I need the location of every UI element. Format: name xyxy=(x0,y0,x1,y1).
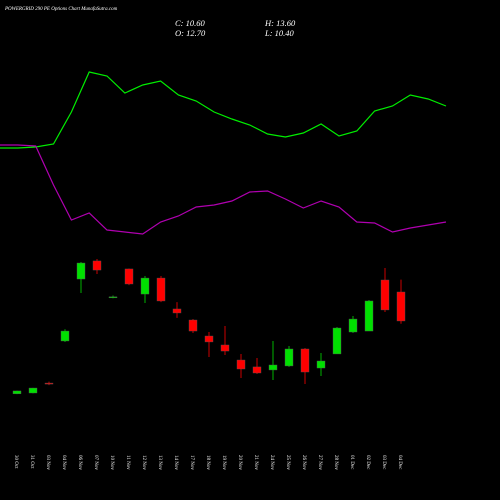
x-tick-label: 12 Nov xyxy=(141,455,146,470)
candle-body xyxy=(364,300,374,332)
candle-body xyxy=(44,382,54,385)
x-tick-label: 31 Oct xyxy=(29,455,34,469)
ohlc-low: L: 10.40 xyxy=(264,28,295,38)
candle-body xyxy=(92,260,102,271)
indicator-line xyxy=(0,71,447,149)
x-tick-label: 03 Dec xyxy=(381,455,386,470)
candle-body xyxy=(252,366,262,374)
x-tick-label: 02 Dec xyxy=(365,455,370,470)
candle-body xyxy=(396,291,406,322)
x-tick-label: 18 Nov xyxy=(205,455,210,470)
x-tick-label: 11 Nov xyxy=(125,455,130,470)
candle-body xyxy=(76,262,86,280)
candle-body xyxy=(60,330,70,342)
x-tick-label: 24 Nov xyxy=(269,455,274,470)
x-tick-label: 21 Nov xyxy=(253,455,258,470)
ohlc-open: O: 12.70 xyxy=(175,28,206,38)
x-tick-label: 04 Dec xyxy=(397,455,402,470)
x-tick-label: 01 Dec xyxy=(349,455,354,470)
chart-title: POWERGRID 290 PE Options Chart MunafaSut… xyxy=(4,7,118,12)
x-tick-label: 20 Nov xyxy=(237,455,242,470)
candle-body xyxy=(124,268,134,285)
x-tick-label: 27 Nov xyxy=(317,455,322,470)
candle-body xyxy=(28,387,38,394)
candle-body xyxy=(284,348,294,367)
x-tick-label: 14 Nov xyxy=(173,455,178,470)
candle-body xyxy=(172,308,182,314)
x-tick-label: 30 Oct xyxy=(13,455,18,469)
candle-body xyxy=(188,319,198,332)
x-tick-label: 26 Nov xyxy=(301,455,306,470)
x-tick-label: 07 Nov xyxy=(93,455,98,470)
candle-body xyxy=(380,279,390,311)
candle-body xyxy=(268,364,278,371)
ohlc-close: C: 10.60 xyxy=(175,18,206,28)
x-tick-label: 17 Nov xyxy=(189,455,194,470)
candle-body xyxy=(108,296,118,299)
x-tick-label: 28 Nov xyxy=(333,455,338,470)
candle-body xyxy=(204,335,214,343)
candle-body xyxy=(348,318,358,333)
x-tick-label: 03 Nov xyxy=(45,455,50,470)
candle-body xyxy=(316,360,326,369)
candle-body xyxy=(332,327,342,355)
x-tick-label: 25 Nov xyxy=(285,455,290,470)
candle-body xyxy=(236,359,246,370)
candle-body xyxy=(220,344,230,352)
x-tick-label: 19 Nov xyxy=(221,455,226,470)
indicator-line xyxy=(0,144,447,235)
ohlc-high: H: 13.60 xyxy=(264,18,296,28)
x-tick-label: 10 Nov xyxy=(109,455,114,470)
candle-body xyxy=(12,390,22,395)
candle-body xyxy=(140,277,150,295)
x-tick-label: 06 Nov xyxy=(77,455,82,470)
x-tick-label: 13 Nov xyxy=(157,455,162,470)
candle-body xyxy=(300,348,310,373)
x-tick-label: 04 Nov xyxy=(61,455,66,470)
candle-body xyxy=(156,277,166,302)
